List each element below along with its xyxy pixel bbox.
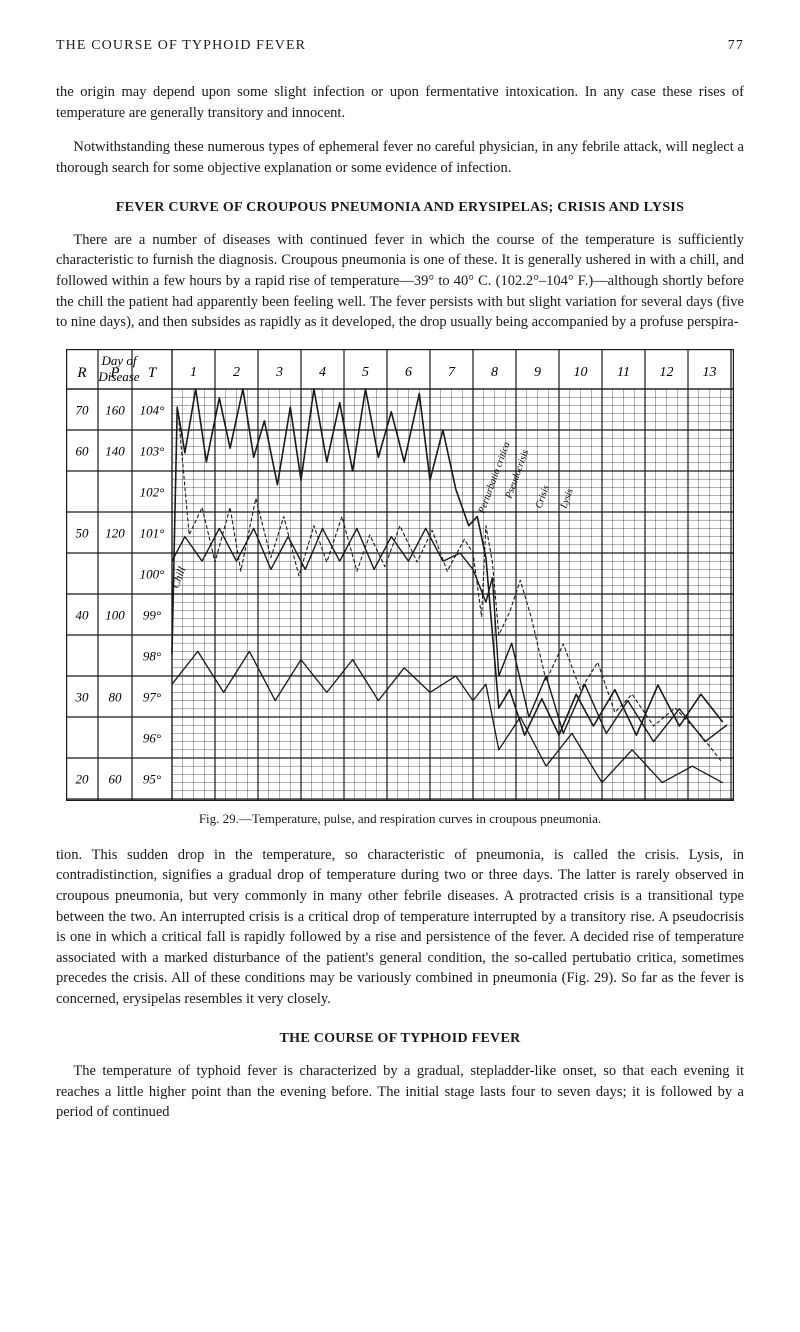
svg-text:4: 4 [319,365,326,380]
svg-text:R: R [76,365,86,381]
svg-text:103°: 103° [140,443,165,458]
svg-text:100°: 100° [140,566,165,581]
svg-text:50: 50 [76,525,90,540]
paragraph-5: The temperature of typhoid fever is char… [56,1061,744,1123]
svg-text:1: 1 [190,365,197,380]
svg-text:10: 10 [574,365,588,380]
page-number: 77 [728,38,744,54]
svg-text:6: 6 [405,365,412,380]
svg-text:60: 60 [109,771,123,786]
paragraph-3: There are a number of diseases with cont… [56,230,744,333]
section-head-2: THE COURSE OF TYPHOID FEVER [56,1029,744,1049]
svg-text:95°: 95° [143,771,161,786]
section-head-1: FEVER CURVE OF CROUPOUS PNEUMONIA AND ER… [56,198,744,218]
paragraph-1: the origin may depend upon some slight i… [56,82,744,123]
svg-text:99°: 99° [143,607,161,622]
svg-text:11: 11 [617,365,630,380]
svg-text:9: 9 [534,365,541,380]
figure-caption: Fig. 29.—Temperature, pulse, and respira… [56,811,744,827]
svg-text:120: 120 [105,525,125,540]
paragraph-2: Notwithstanding these numerous types of … [56,137,744,178]
svg-text:160: 160 [105,402,125,417]
svg-text:104°: 104° [140,402,165,417]
running-title: THE COURSE OF TYPHOID FEVER [56,38,306,54]
svg-text:2: 2 [233,365,240,380]
svg-text:60: 60 [76,443,90,458]
svg-text:101°: 101° [140,525,165,540]
paragraph-4: tion. This sudden drop in the temperatur… [56,845,744,1010]
svg-text:98°: 98° [143,648,161,663]
svg-text:97°: 97° [143,689,161,704]
svg-text:P: P [109,365,119,381]
svg-text:5: 5 [362,365,369,380]
fever-chart: Day ofDiseaseRPT123456789101112137016010… [56,349,744,801]
svg-text:102°: 102° [140,484,165,499]
running-head: THE COURSE OF TYPHOID FEVER 77 [56,38,744,54]
svg-text:80: 80 [109,689,123,704]
svg-text:96°: 96° [143,730,161,745]
svg-text:8: 8 [491,365,498,380]
svg-text:40: 40 [76,607,90,622]
svg-text:12: 12 [660,365,674,380]
svg-text:140: 140 [105,443,125,458]
svg-text:70: 70 [76,402,90,417]
svg-text:30: 30 [75,689,90,704]
svg-text:100: 100 [105,607,125,622]
svg-text:Day of: Day of [100,353,138,368]
svg-text:13: 13 [703,365,717,380]
svg-text:3: 3 [275,365,283,380]
svg-text:7: 7 [448,365,456,380]
fever-chart-svg: Day ofDiseaseRPT123456789101112137016010… [66,349,734,801]
svg-text:20: 20 [76,771,90,786]
